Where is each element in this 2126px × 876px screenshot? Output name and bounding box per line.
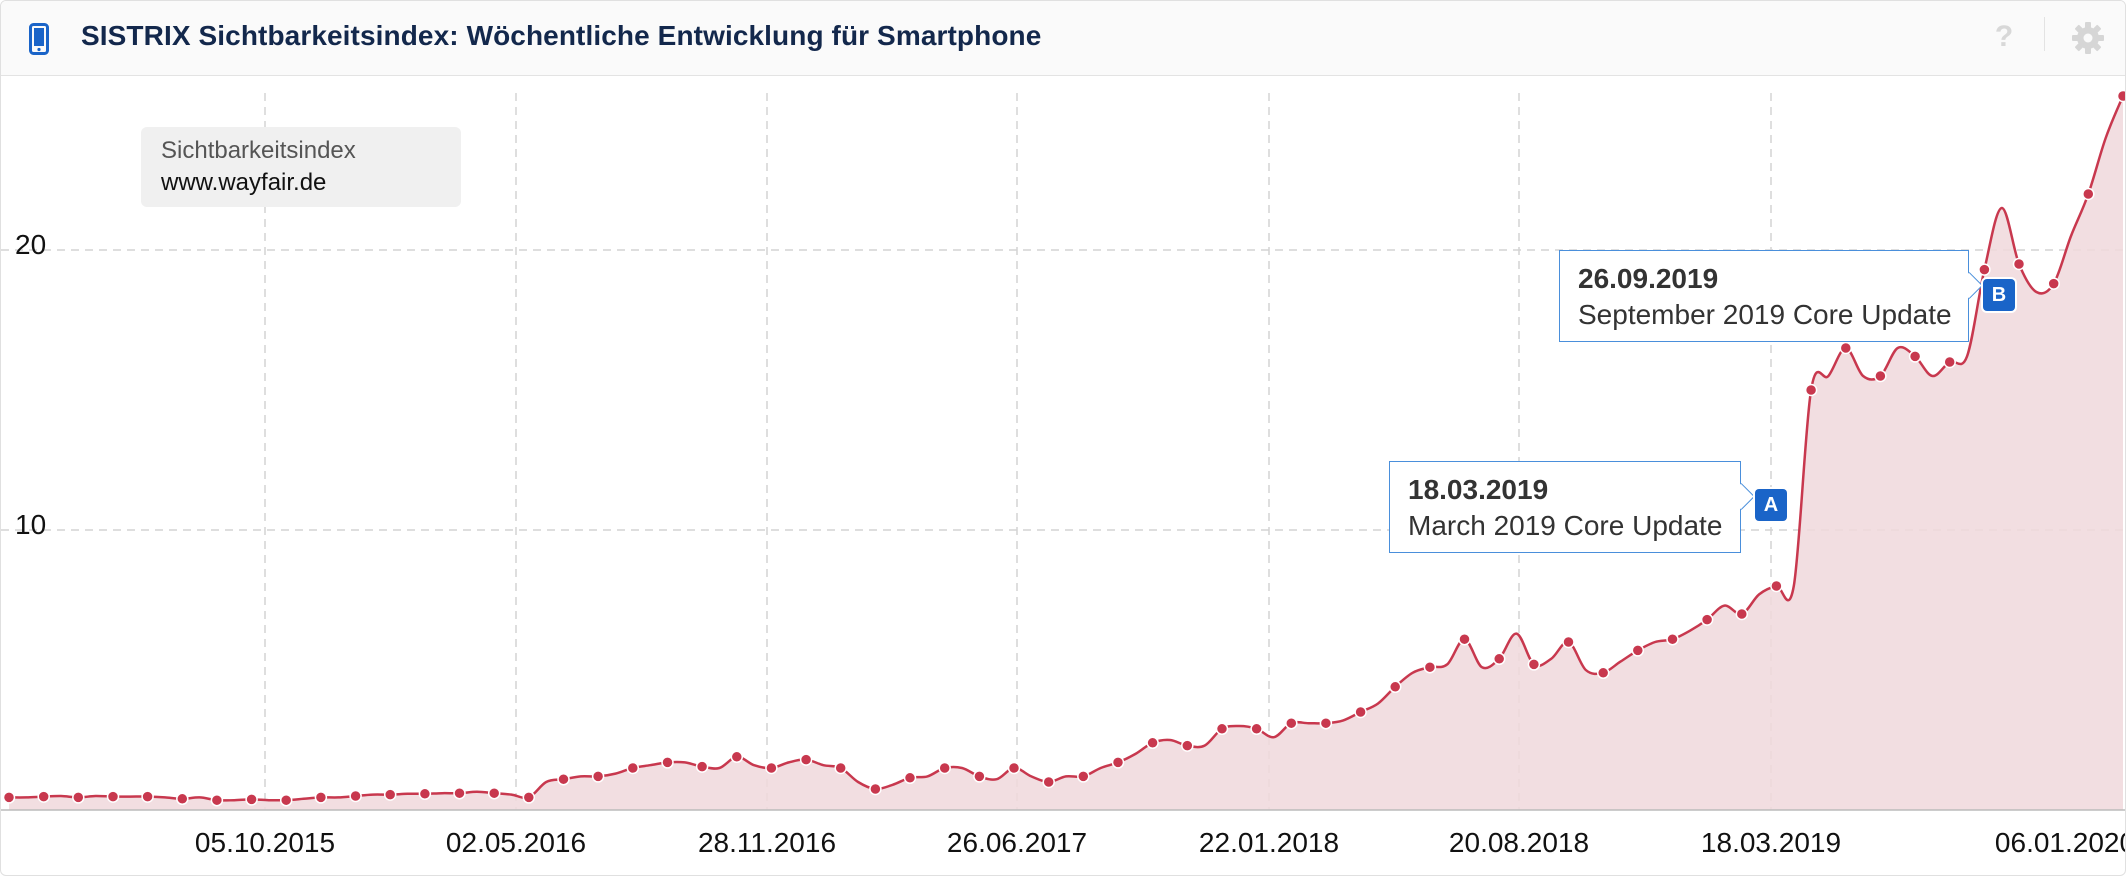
data-point	[2082, 187, 2095, 201]
data-point	[1631, 644, 1645, 657]
y-tick-label: 20	[15, 229, 47, 260]
data-point	[487, 786, 501, 800]
data-point	[765, 761, 778, 775]
smartphone-icon	[29, 23, 49, 55]
data-point	[938, 761, 951, 775]
data-point	[1354, 705, 1367, 719]
data-point	[1458, 632, 1471, 646]
annotation-text: September 2019 Core Update	[1578, 299, 1952, 330]
data-point	[591, 770, 605, 783]
data-point	[72, 791, 85, 804]
data-point	[1042, 775, 1055, 789]
header-divider	[2044, 17, 2045, 51]
data-point	[383, 788, 397, 801]
data-point	[1007, 761, 1021, 775]
data-point	[141, 790, 154, 803]
x-tick-label: 20.08.2018	[1448, 827, 1590, 858]
x-tick-label: 05.10.2015	[194, 827, 336, 858]
data-point	[1735, 607, 1749, 621]
data-point	[418, 787, 432, 801]
data-point	[176, 792, 189, 806]
data-point	[1285, 716, 1298, 730]
data-point	[1215, 722, 1229, 736]
legend-label: Sichtbarkeitsindex	[161, 137, 356, 164]
data-point	[1978, 263, 1991, 276]
data-point	[453, 786, 466, 800]
annotation-flag-b[interactable]: B	[1983, 279, 2015, 311]
annotation-date: 18.03.2019	[1408, 474, 1549, 505]
data-point	[314, 791, 328, 804]
data-point	[1874, 369, 1887, 383]
panel-title: SISTRIX Sichtbarkeitsindex: Wöchentliche…	[81, 20, 1042, 51]
data-point	[1111, 756, 1125, 769]
data-point	[2012, 257, 2026, 271]
data-point	[1839, 341, 1853, 355]
data-point	[2, 791, 16, 804]
data-point	[1943, 355, 1956, 369]
help-icon[interactable]: ?	[1994, 20, 2014, 53]
data-point	[661, 756, 674, 769]
x-tick-label: 18.03.2019	[1700, 827, 1842, 858]
data-point	[2047, 277, 2060, 290]
data-point	[834, 761, 847, 775]
data-point	[37, 790, 50, 803]
data-point	[245, 793, 258, 806]
data-point	[973, 770, 986, 783]
chart-legend: Sichtbarkeitsindex www.wayfair.de	[141, 127, 461, 207]
data-point	[626, 761, 640, 775]
annotation-date: 26.09.2019	[1578, 263, 1719, 294]
data-point	[1770, 579, 1783, 593]
y-tick-label: 10	[15, 509, 47, 540]
data-point	[1908, 350, 1922, 363]
data-point	[279, 793, 293, 807]
data-point	[210, 793, 224, 807]
data-point	[1596, 666, 1610, 680]
annotation-callout-a: 18.03.2019 March 2019 Core Update	[1389, 461, 1741, 553]
x-tick-label: 06.01.2020	[1994, 827, 2126, 858]
data-point	[1250, 722, 1263, 736]
series-area	[9, 96, 2123, 810]
data-point	[730, 750, 744, 764]
data-point	[522, 791, 536, 804]
panel-header: SISTRIX Sichtbarkeitsindex: Wöchentliche…	[1, 1, 2125, 76]
data-point	[799, 753, 813, 766]
gear-icon[interactable]	[2071, 21, 2105, 55]
data-point	[1527, 658, 1541, 671]
data-point	[903, 771, 917, 785]
annotation-callout-b: 26.09.2019 September 2019 Core Update	[1559, 250, 1969, 342]
data-point	[1700, 613, 1714, 626]
data-point	[557, 772, 570, 786]
data-point	[106, 790, 120, 803]
annotation-text: March 2019 Core Update	[1408, 510, 1723, 541]
x-tick-label: 28.11.2016	[697, 827, 837, 858]
data-point	[869, 782, 882, 796]
data-point	[1804, 383, 1818, 397]
data-point	[1562, 635, 1575, 649]
data-point	[1423, 660, 1437, 674]
data-point	[1388, 680, 1402, 694]
data-point	[1077, 770, 1090, 783]
data-point	[695, 760, 709, 773]
data-point	[1181, 739, 1194, 752]
data-point	[1146, 736, 1159, 750]
x-tick-label: 26.06.2017	[946, 827, 1088, 858]
data-point	[349, 789, 362, 803]
legend-domain: www.wayfair.de	[161, 169, 327, 196]
x-tick-label: 22.01.2018	[1198, 827, 1340, 858]
data-point	[1492, 652, 1506, 666]
annotation-flag-a[interactable]: A	[1755, 489, 1787, 521]
data-point	[1666, 632, 1679, 646]
x-tick-label: 02.05.2016	[445, 827, 587, 858]
data-point	[1319, 716, 1333, 730]
data-point	[2116, 89, 2125, 103]
